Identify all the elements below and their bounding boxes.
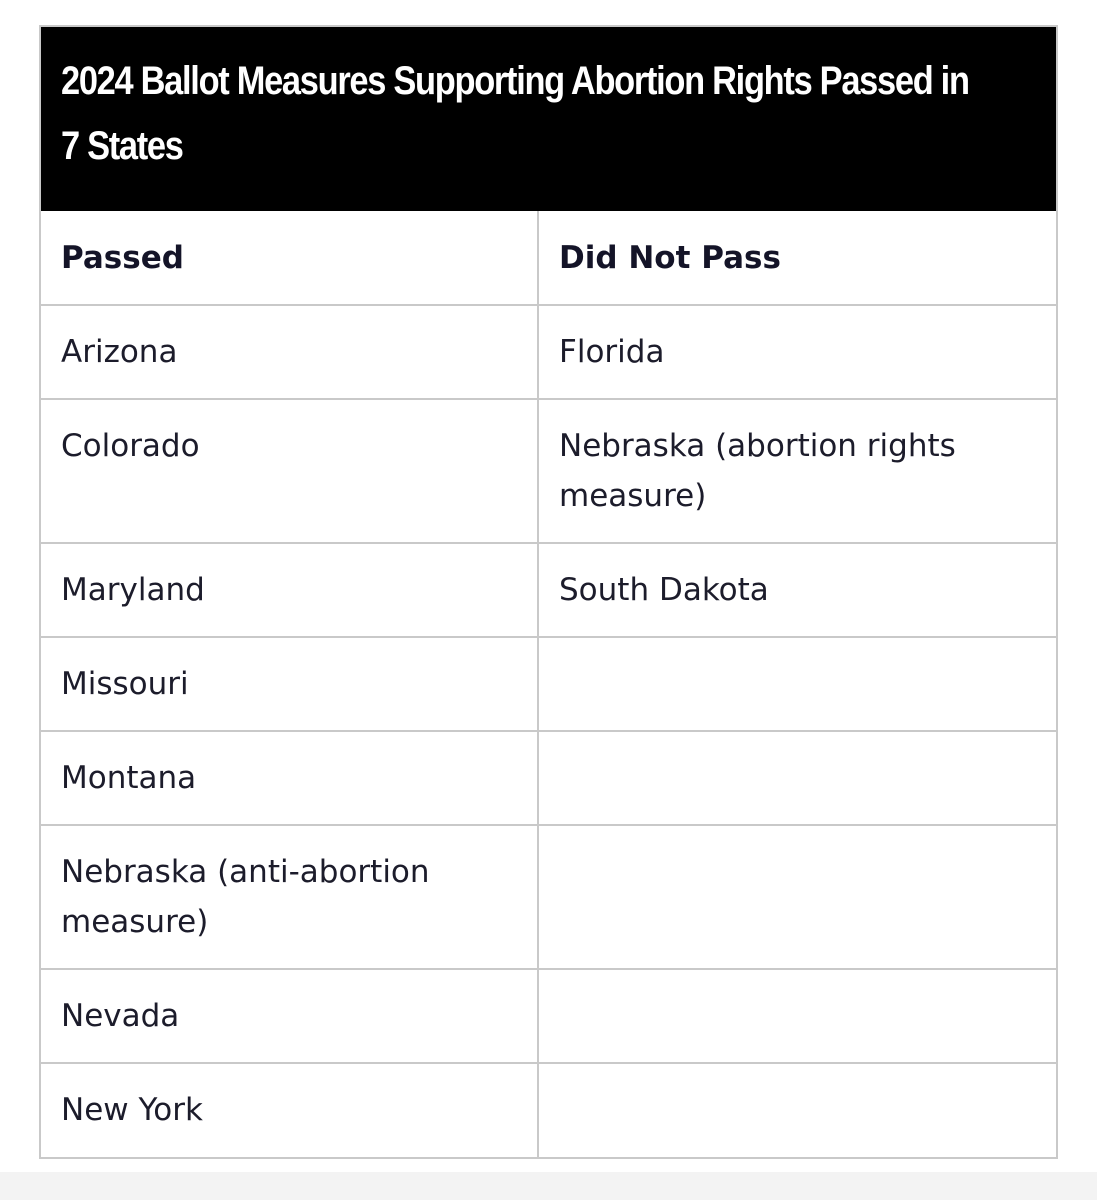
passed-cell: Colorado <box>41 398 539 544</box>
table-title-bar: 2024 Ballot Measures Supporting Abortion… <box>41 27 1056 211</box>
table-row: Missouri <box>41 636 1056 732</box>
table-row: New York <box>41 1062 1056 1157</box>
table-row: Colorado Nebraska (abortion rights measu… <box>41 398 1056 544</box>
did-not-pass-cell <box>537 968 1056 1064</box>
did-not-pass-cell <box>537 824 1056 970</box>
page-bottom-band <box>0 1172 1097 1200</box>
did-not-pass-cell <box>537 730 1056 826</box>
table-header-row: Passed Did Not Pass <box>41 211 1056 306</box>
table-row: Arizona Florida <box>41 304 1056 400</box>
ballot-measures-table: Passed Did Not Pass Arizona Florida Colo… <box>41 211 1056 1157</box>
passed-cell: Arizona <box>41 304 539 400</box>
did-not-pass-cell: Nebraska (abortion rights measure) <box>537 398 1056 544</box>
passed-cell: Missouri <box>41 636 539 732</box>
table-row: Montana <box>41 730 1056 826</box>
table-row: Nebraska (anti-abortion measure) <box>41 824 1056 970</box>
passed-cell: Montana <box>41 730 539 826</box>
table-title: 2024 Ballot Measures Supporting Abortion… <box>61 59 970 168</box>
table-row: Nevada <box>41 968 1056 1064</box>
table-row: Maryland South Dakota <box>41 542 1056 638</box>
passed-cell: Nevada <box>41 968 539 1064</box>
passed-cell: New York <box>41 1062 539 1157</box>
did-not-pass-cell: South Dakota <box>537 542 1056 638</box>
passed-cell: Nebraska (anti-abortion measure) <box>41 824 539 970</box>
did-not-pass-cell <box>537 1062 1056 1157</box>
did-not-pass-cell <box>537 636 1056 732</box>
header-passed: Passed <box>41 211 539 306</box>
header-did-not-pass: Did Not Pass <box>537 211 1056 306</box>
ballot-measures-table-figure: 2024 Ballot Measures Supporting Abortion… <box>39 25 1058 1159</box>
passed-cell: Maryland <box>41 542 539 638</box>
did-not-pass-cell: Florida <box>537 304 1056 400</box>
